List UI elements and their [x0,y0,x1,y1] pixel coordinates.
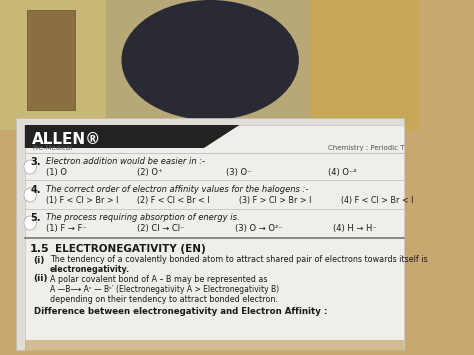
Text: (3) O⁻: (3) O⁻ [226,168,252,176]
Text: (1) O: (1) O [46,168,67,176]
Text: (ii): (ii) [34,274,48,284]
Text: depending on their tendency to attract bonded electron.: depending on their tendency to attract b… [50,295,278,304]
Text: Difference between electronegativity and Electron Affinity :: Difference between electronegativity and… [34,306,327,316]
Circle shape [24,216,36,230]
Bar [0,0,420,130]
Text: Chemistry : Periodic T: Chemistry : Periodic T [328,145,405,151]
Bar [310,0,420,130]
Text: The tendency of a covalently bonded atom to attract shared pair of electrons tow: The tendency of a covalently bonded atom… [50,256,427,264]
Text: 5.: 5. [30,213,41,223]
Text: 4.: 4. [30,185,41,195]
Text: (2) O⁺: (2) O⁺ [137,168,163,176]
Circle shape [24,160,36,174]
Text: (2) F < Cl < Br < I: (2) F < Cl < Br < I [137,196,210,204]
Text: The correct order of electron affinity values for the halogens :-: The correct order of electron affinity v… [46,186,309,195]
Bar [27,10,75,110]
Text: (i): (i) [34,256,45,264]
Text: (1) F → F⁻: (1) F → F⁻ [46,224,87,233]
Text: ELECTRONEGATIVITY (EN): ELECTRONEGATIVITY (EN) [55,244,206,254]
Text: (4) F < Cl > Br < I: (4) F < Cl > Br < I [341,196,414,204]
Text: ALLEN®: ALLEN® [32,132,101,147]
Text: A —B⟶ Aᶜ — Bᶜ′ (Electronegativity A > Electronegativity B): A —B⟶ Aᶜ — Bᶜ′ (Electronegativity A > El… [50,284,279,294]
Text: 1.5: 1.5 [30,244,50,254]
Text: (3) F > Cl > Br > I: (3) F > Cl > Br > I [239,196,312,204]
Text: (4) O⁻²: (4) O⁻² [328,168,357,176]
Text: Pre-Medical: Pre-Medical [32,145,72,151]
Text: 3.: 3. [30,157,41,167]
Text: (2) Cl → Cl⁻: (2) Cl → Cl⁻ [137,224,185,233]
Text: (4) H → H⁻: (4) H → H⁻ [333,224,376,233]
Text: electronegativity.: electronegativity. [50,264,130,273]
FancyBboxPatch shape [25,125,404,350]
Ellipse shape [121,0,299,120]
Text: The process requiring absorption of energy is.: The process requiring absorption of ener… [46,213,240,223]
Text: (3) O → O²⁻: (3) O → O²⁻ [235,224,283,233]
Bar [25,340,404,355]
Text: A polar covalent bond of A – B may be represented as: A polar covalent bond of A – B may be re… [50,274,267,284]
FancyBboxPatch shape [16,118,404,350]
Circle shape [24,188,36,202]
Text: Electron addition would be easier in :-: Electron addition would be easier in :- [46,158,205,166]
Text: (1) F < Cl > Br > I: (1) F < Cl > Br > I [46,196,118,204]
Polygon shape [25,125,239,148]
Bar [0,0,106,130]
